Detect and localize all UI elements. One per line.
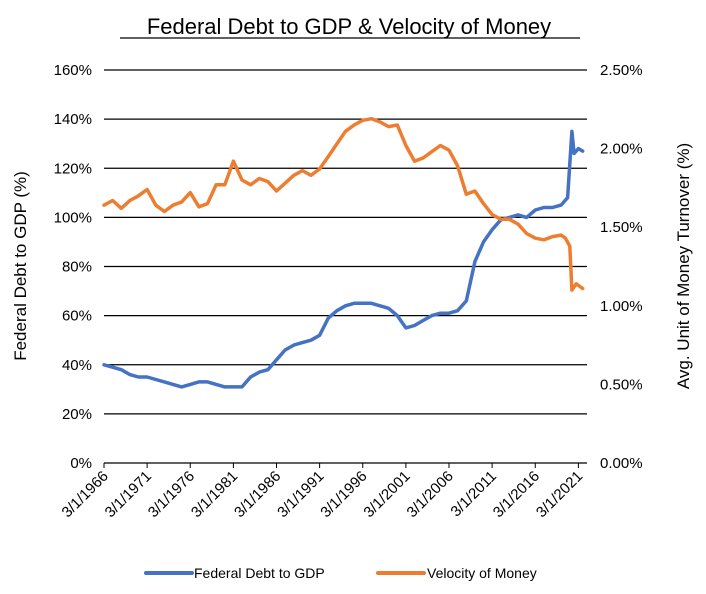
y-axis-right-title: Avg. Unit of Money Turnover (%): [674, 143, 693, 389]
x-tick-label: 3/1/1971: [102, 468, 155, 521]
x-tick-label: 3/1/1976: [145, 468, 198, 521]
x-tick-label: 3/1/2016: [490, 468, 543, 521]
x-tick-label: 3/1/1966: [59, 468, 112, 521]
y-right-tick-label: 1.00%: [600, 298, 643, 315]
series-line-federal-debt: [102, 129, 585, 389]
legend: Federal Debt to GDP Velocity of Money: [144, 565, 537, 581]
y-left-tick-label: 80%: [62, 259, 92, 276]
x-tick-label: 3/1/1991: [274, 468, 327, 521]
y-left-tick-label: 40%: [62, 357, 92, 374]
x-tick-label: 3/1/2001: [360, 468, 413, 521]
chart-title: Federal Debt to GDP & Velocity of Money: [147, 14, 551, 39]
x-tick-label: 3/1/2006: [404, 468, 457, 521]
y-axis-left: 0% 20% 40% 60% 80% 100% 120% 140% 160%: [54, 62, 92, 472]
y-left-tick-label: 0%: [70, 455, 92, 472]
y-axis-left-title: Federal Debt to GDP (%): [11, 171, 30, 361]
y-right-tick-label: 2.00%: [600, 141, 643, 158]
y-right-tick-label: 0.00%: [600, 455, 643, 472]
y-left-tick-label: 120%: [54, 160, 92, 177]
y-right-tick-label: 0.50%: [600, 376, 643, 393]
legend-label-velocity: Velocity of Money: [427, 565, 537, 581]
y-left-tick-label: 20%: [62, 406, 92, 423]
x-axis: 3/1/19663/1/19713/1/19763/1/19813/1/1986…: [59, 462, 587, 521]
series-lines: [102, 116, 585, 389]
gridlines: [104, 69, 587, 415]
x-tick-label: 3/1/2021: [533, 468, 586, 521]
x-tick-label: 3/1/1986: [231, 468, 284, 521]
x-tick-label: 3/1/1996: [317, 468, 370, 521]
series-line-velocity: [102, 116, 585, 292]
y-left-tick-label: 140%: [54, 111, 92, 128]
y-left-tick-label: 100%: [54, 209, 92, 226]
legend-label-debt: Federal Debt to GDP: [194, 565, 325, 581]
x-tick-label: 3/1/1981: [188, 468, 241, 521]
y-left-tick-label: 60%: [62, 308, 92, 325]
y-right-tick-label: 2.50%: [600, 62, 643, 79]
y-right-tick-label: 1.50%: [600, 219, 643, 236]
y-left-tick-label: 160%: [54, 62, 92, 79]
y-axis-right: 0.00% 0.50% 1.00% 1.50% 2.00% 2.50%: [600, 62, 643, 472]
